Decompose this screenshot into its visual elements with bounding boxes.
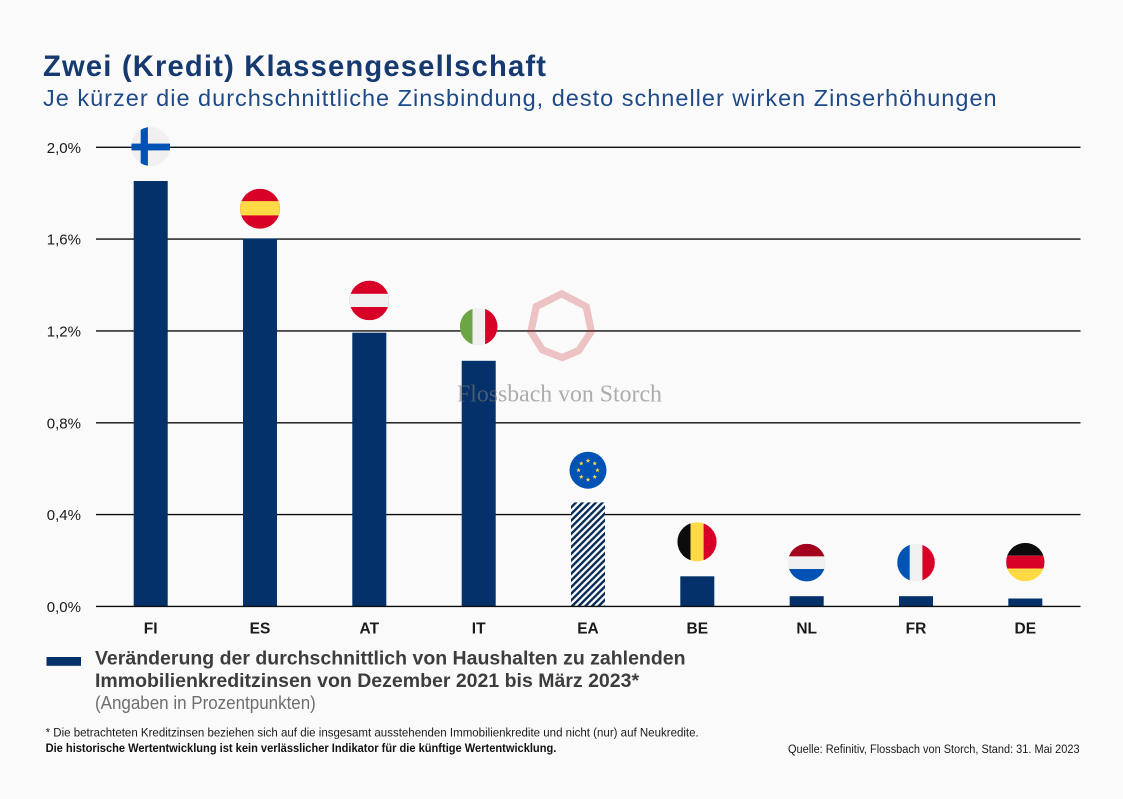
svg-text:FI: FI xyxy=(144,621,158,638)
svg-text:DE: DE xyxy=(1015,621,1037,638)
svg-text:FR: FR xyxy=(906,621,927,638)
svg-text:Immobilienkreditzinsen von Dez: Immobilienkreditzinsen von Dezember 2021… xyxy=(95,670,639,692)
svg-text:0,4%: 0,4% xyxy=(47,507,81,524)
svg-text:Zwei (Kredit) Klassengesellsch: Zwei (Kredit) Klassengesellschaft xyxy=(43,51,547,83)
svg-text:EA: EA xyxy=(577,621,599,638)
svg-text:Quelle: Refinitiv, Flossbach v: Quelle: Refinitiv, Flossbach von Storch,… xyxy=(788,744,1080,757)
svg-text:NL: NL xyxy=(796,621,817,638)
svg-text:AT: AT xyxy=(360,621,380,638)
svg-text:0,8%: 0,8% xyxy=(47,415,81,432)
svg-text:0,0%: 0,0% xyxy=(47,599,81,616)
svg-text:BE: BE xyxy=(687,621,709,638)
svg-text:(Angaben in Prozentpunkten): (Angaben in Prozentpunkten) xyxy=(95,692,316,713)
svg-text:2,0%: 2,0% xyxy=(47,140,81,157)
svg-text:1,6%: 1,6% xyxy=(47,232,81,249)
svg-text:Die historische Wertentwicklun: Die historische Wertentwicklung ist kein… xyxy=(46,743,557,755)
svg-text:* Die betrachteten Kreditzinse: * Die betrachteten Kreditzinsen beziehen… xyxy=(46,726,699,739)
svg-text:Veränderung der durchschnittli: Veränderung der durchschnittlich von Hau… xyxy=(95,648,686,670)
svg-text:1,2%: 1,2% xyxy=(47,323,81,340)
svg-text:Flossbach von Storch: Flossbach von Storch xyxy=(457,382,662,408)
svg-text:ES: ES xyxy=(250,621,271,638)
svg-text:Je kürzer die durchschnittlich: Je kürzer die durchschnittliche Zinsbind… xyxy=(43,85,998,111)
svg-text:IT: IT xyxy=(472,621,486,638)
